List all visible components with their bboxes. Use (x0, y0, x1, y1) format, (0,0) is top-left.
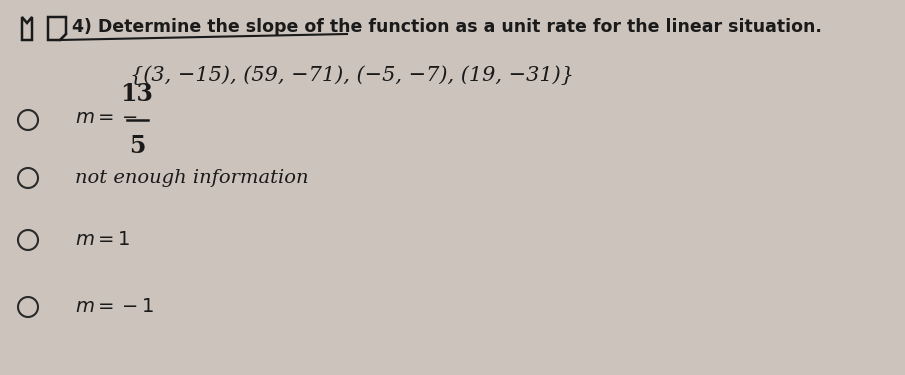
Text: $m=-1$: $m=-1$ (75, 298, 155, 316)
Text: {(3, −15), (59, −71), (−5, −7), (19, −31)}: {(3, −15), (59, −71), (−5, −7), (19, −31… (130, 65, 574, 85)
Text: 4) Determine the slope of the function as a unit rate for the linear situation.: 4) Determine the slope of the function a… (72, 18, 822, 36)
Text: $m=1$: $m=1$ (75, 231, 130, 249)
Text: not enough information: not enough information (75, 169, 309, 187)
Text: 5: 5 (129, 134, 145, 158)
Text: 13: 13 (120, 82, 154, 106)
Text: $m = -$: $m = -$ (75, 109, 138, 127)
